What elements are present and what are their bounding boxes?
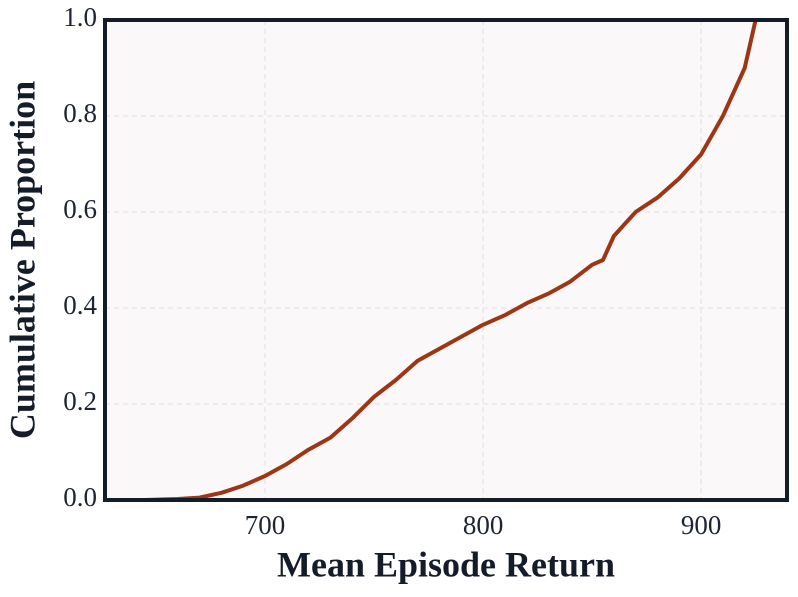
data-line — [143, 18, 758, 502]
x-tick-label: 800 — [463, 510, 504, 540]
y-tick-label: 0.8 — [63, 98, 97, 128]
y-tick-label: 0.4 — [63, 290, 97, 320]
plot-frame — [103, 18, 789, 502]
y-tick-label: 1.0 — [63, 2, 97, 32]
y-tick-label: 0.0 — [63, 482, 97, 512]
x-axis-label: Mean Episode Return — [277, 544, 615, 584]
y-axis-label: Cumulative Proportion — [2, 81, 42, 439]
y-tick-label: 0.2 — [63, 386, 97, 416]
x-tick-label: 900 — [681, 510, 722, 540]
plot-background — [105, 20, 787, 500]
y-tick-label: 0.6 — [63, 194, 97, 224]
x-tick-label: 700 — [245, 510, 286, 540]
